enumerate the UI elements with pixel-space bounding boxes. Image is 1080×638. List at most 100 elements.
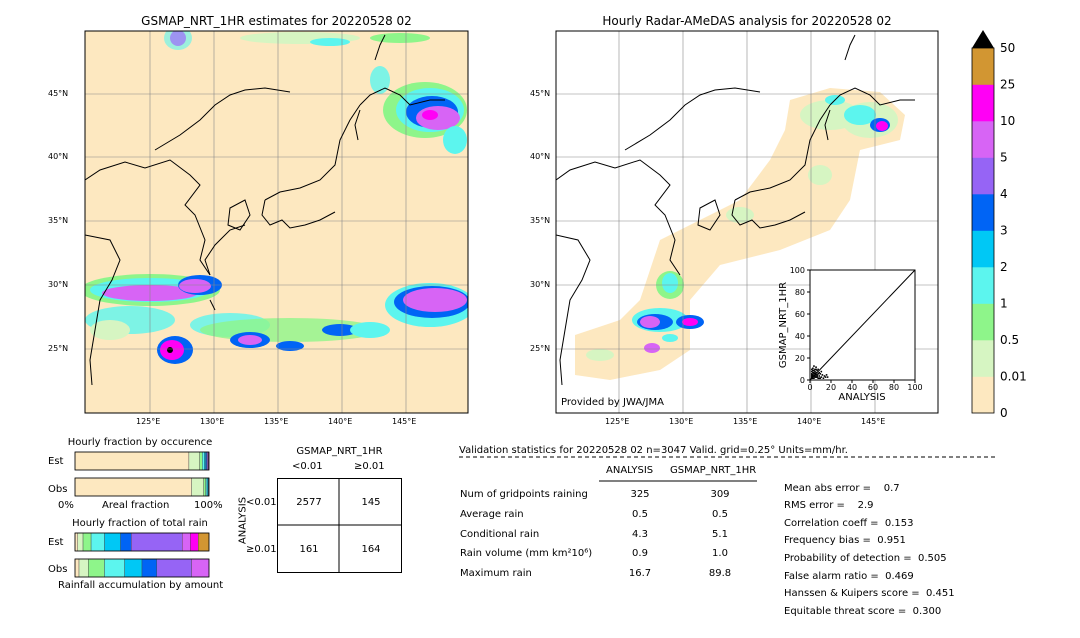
validation-row-analysis: 16.7	[600, 568, 680, 579]
stacked-bar-segment	[79, 559, 88, 577]
colorbar-block	[972, 267, 994, 304]
left-lat-40: 40°N	[48, 152, 68, 161]
right-lat-35: 35°N	[530, 216, 550, 225]
left-lat-30: 30°N	[48, 280, 68, 289]
stacked-bar-segment	[204, 452, 205, 470]
total-rain-row-obs: Obs	[48, 564, 67, 575]
scatter-ytick: 80	[795, 288, 805, 297]
colorbar-block	[972, 48, 994, 85]
scatter-ytick: 20	[795, 354, 805, 363]
validation-row-label: Maximum rain	[460, 568, 532, 579]
stacked-bar-segment	[142, 559, 157, 577]
total-rain-row-est: Est	[48, 537, 63, 548]
occurrence-axis-right: 100%	[194, 500, 223, 511]
right-map-credit: Provided by JWA/JMA	[561, 397, 664, 408]
validation-row-gsmap: 1.0	[680, 548, 760, 559]
scatter-point	[827, 376, 829, 378]
right-lon-125: 125°E	[605, 417, 629, 426]
colorbar-block	[972, 158, 994, 195]
scatter-point	[818, 377, 820, 379]
left-map-field	[80, 26, 475, 413]
colorbar-label: 0	[1000, 406, 1008, 420]
right-lat-45: 45°N	[530, 89, 550, 98]
colorbar-label: 0.01	[1000, 370, 1027, 384]
right-lat-25: 25°N	[530, 344, 550, 353]
scatter-point	[823, 377, 825, 379]
validation-row-label: Num of gridpoints raining	[460, 489, 588, 500]
contingency-cell: 161	[278, 544, 340, 555]
stacked-bar-segment	[189, 452, 200, 470]
stacked-bar-segment	[200, 452, 203, 470]
scatter-point	[816, 375, 818, 377]
stacked-bar-segment	[157, 559, 192, 577]
contingency-col-1: <0.01	[292, 461, 323, 472]
stacked-bar-segment	[190, 533, 198, 551]
right-lon-130: 130°E	[669, 417, 693, 426]
scatter-point	[811, 374, 813, 376]
scatter-point	[811, 376, 813, 378]
occurrence-row-est: Est	[48, 456, 63, 467]
scatter-point	[815, 366, 817, 368]
stacked-bar-segment	[75, 478, 192, 496]
validation-row-analysis: 4.3	[600, 529, 680, 540]
scatter-point	[812, 368, 814, 370]
stacked-bar-segment	[78, 533, 83, 551]
score-line: Correlation coeff = 0.153	[784, 515, 955, 533]
scatter-point	[822, 374, 824, 376]
occurrence-axis-left: 0%	[58, 500, 74, 511]
stacked-bar-segment	[75, 559, 79, 577]
contingency-col-2: ≥0.01	[354, 461, 385, 472]
colorbar-label: 3	[1000, 224, 1008, 238]
scatter-ytick: 100	[790, 266, 805, 275]
left-lat-45: 45°N	[48, 89, 68, 98]
total-rain-title: Hourly fraction of total rain	[60, 518, 220, 529]
scatter-point	[821, 371, 823, 373]
scatter-ytick: 0	[800, 376, 805, 385]
stacked-bar-segment	[204, 478, 206, 496]
validation-row-analysis: 0.5	[600, 509, 680, 520]
contingency-cell: 2577	[278, 497, 340, 508]
scatter-point	[825, 376, 827, 378]
stacked-bar-segment	[75, 452, 189, 470]
score-line: Mean abs error = 0.7	[784, 480, 955, 498]
score-line: Hanssen & Kuipers score = 0.451	[784, 585, 955, 603]
validation-row-analysis: 325	[600, 489, 680, 500]
right-lon-135: 135°E	[733, 417, 757, 426]
contingency-cell: 164	[340, 544, 402, 555]
right-lon-140: 140°E	[797, 417, 821, 426]
validation-row-label: Conditional rain	[460, 529, 539, 540]
colorbar-label: 2	[1000, 260, 1008, 274]
occurrence-axis-label: Areal fraction	[102, 500, 169, 511]
validation-col-gsmap: GSMAP_NRT_1HR	[670, 465, 756, 476]
colorbar-blocks	[972, 48, 994, 413]
scatter-point	[819, 373, 821, 375]
scatter-point	[826, 374, 828, 376]
left-lon-135: 135°E	[264, 417, 288, 426]
validation-row-gsmap: 5.1	[680, 529, 760, 540]
colorbar-block	[972, 340, 994, 377]
stacked-bar-segment	[121, 533, 132, 551]
colorbar-block	[972, 194, 994, 231]
scatter-point	[813, 365, 815, 367]
validation-row-label: Rain volume (mm km²10⁶)	[460, 548, 592, 559]
left-lon-145: 145°E	[392, 417, 416, 426]
stacked-bar-segment	[131, 533, 182, 551]
validation-row-label: Average rain	[460, 509, 524, 520]
stacked-bar-segment	[202, 452, 204, 470]
contingency-grid	[277, 478, 403, 574]
total-rain-footer: Rainfall accumulation by amount	[58, 580, 223, 591]
colorbar-label: 25	[1000, 78, 1015, 92]
scatter-point	[817, 369, 819, 371]
scatter-xtick: 80	[889, 383, 899, 392]
validation-row-analysis: 0.9	[600, 548, 680, 559]
validation-header: Validation statistics for 20220528 02 n=…	[459, 445, 848, 456]
stacked-bar-segment	[125, 559, 142, 577]
occurrence-title: Hourly fraction by occurence	[60, 437, 220, 448]
scatter-point	[813, 373, 815, 375]
contingency-row-2: ≥0.01	[246, 544, 277, 555]
colorbar-block	[972, 304, 994, 341]
validation-row-gsmap: 89.8	[680, 568, 760, 579]
colorbar-over-arrow	[972, 30, 994, 48]
colorbar-label: 4	[1000, 187, 1008, 201]
